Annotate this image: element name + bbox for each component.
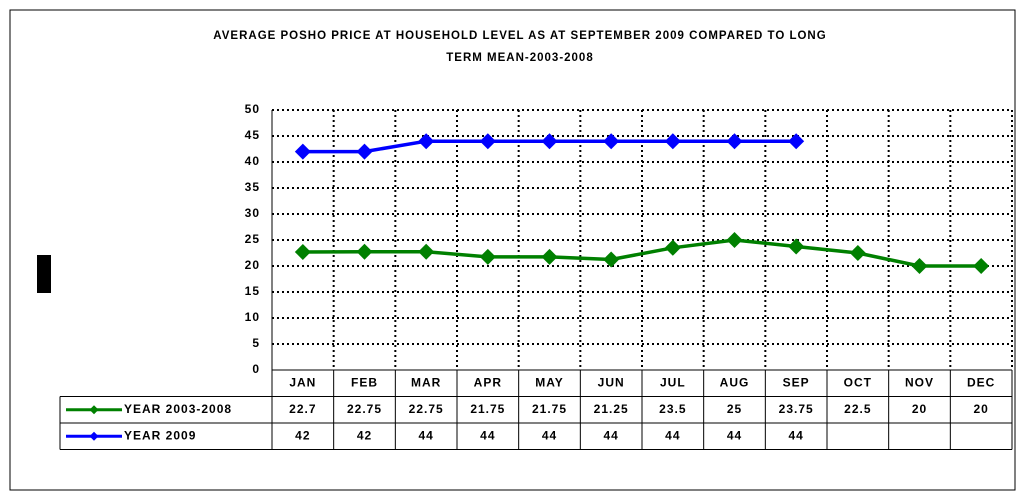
- chart-title: AVERAGE POSHO PRICE AT HOUSEHOLD LEVEL A…: [213, 30, 826, 42]
- table-value: 44: [788, 428, 803, 442]
- x-tick-label: NOV: [905, 375, 934, 389]
- table-value: 23.5: [659, 402, 686, 416]
- table-value: 44: [665, 428, 680, 442]
- table-value: 22.5: [844, 402, 871, 416]
- point-marker: [849, 245, 866, 261]
- y-tick-label: 25: [245, 232, 260, 246]
- point-marker: [541, 248, 558, 265]
- table-value: 25: [727, 402, 742, 416]
- point-marker: [973, 258, 990, 274]
- table-value: 21.75: [532, 402, 567, 416]
- point-marker: [726, 133, 743, 150]
- y-tick-label: 20: [245, 258, 260, 272]
- block-mark: [37, 255, 51, 293]
- chart-frame: [9, 9, 1016, 491]
- x-tick-label: SEP: [783, 375, 810, 389]
- table-value: 20: [973, 402, 988, 416]
- legend-marker: [89, 431, 99, 441]
- point-marker: [788, 133, 805, 150]
- table-value: 22.75: [409, 402, 444, 416]
- y-tick-label: 35: [245, 180, 260, 194]
- legend-label: YEAR 2003-2008: [124, 402, 232, 416]
- y-tick-label: 10: [245, 310, 260, 324]
- legend-marker: [89, 405, 99, 415]
- table-value: 22.7: [289, 402, 316, 416]
- point-marker: [664, 239, 681, 256]
- y-tick-label: 50: [245, 102, 260, 116]
- point-marker: [479, 248, 496, 265]
- table-value: 42: [295, 428, 310, 442]
- point-marker: [788, 238, 805, 255]
- table-value: 42: [357, 428, 372, 442]
- point-marker: [356, 243, 373, 260]
- chart-title: TERM MEAN-2003-2008: [446, 52, 593, 64]
- point-marker: [603, 251, 620, 268]
- y-tick-label: 40: [245, 154, 260, 168]
- table-value: 44: [480, 428, 495, 442]
- series-line: [302, 238, 982, 268]
- point-marker: [294, 243, 311, 260]
- point-marker: [911, 258, 928, 274]
- table-value: 22.75: [347, 402, 382, 416]
- y-tick-label: 45: [245, 128, 260, 142]
- table-value: 44: [418, 428, 433, 442]
- point-marker: [664, 133, 681, 150]
- point-marker: [479, 133, 496, 150]
- point-marker: [726, 232, 743, 248]
- x-tick-label: APR: [474, 375, 502, 389]
- x-tick-label: MAY: [535, 375, 564, 389]
- y-tick-label: 30: [245, 206, 260, 220]
- table-value: 44: [542, 428, 557, 442]
- legend-label: YEAR 2009: [124, 428, 196, 442]
- point-marker: [294, 143, 311, 160]
- point-marker: [541, 133, 558, 150]
- point-marker: [603, 133, 620, 150]
- y-tick-label: 5: [252, 336, 260, 350]
- table-value: 21.25: [594, 402, 629, 416]
- table-value: 21.75: [470, 402, 505, 416]
- y-tick-label: 15: [245, 284, 260, 298]
- x-tick-label: JAN: [289, 375, 316, 389]
- x-tick-label: FEB: [351, 375, 378, 389]
- point-marker: [418, 243, 435, 260]
- table-value: 44: [603, 428, 618, 442]
- y-tick-label: 0: [252, 362, 260, 376]
- x-tick-label: JUN: [598, 375, 625, 389]
- x-tick-label: JUL: [660, 375, 686, 389]
- point-marker: [356, 143, 373, 160]
- table-value: 23.75: [779, 402, 814, 416]
- point-marker: [418, 133, 435, 150]
- x-tick-label: MAR: [411, 375, 441, 389]
- x-tick-label: AUG: [720, 375, 750, 389]
- x-tick-label: OCT: [844, 375, 872, 389]
- x-tick-label: DEC: [967, 375, 995, 389]
- table-value: 44: [727, 428, 742, 442]
- table-value: 20: [912, 402, 927, 416]
